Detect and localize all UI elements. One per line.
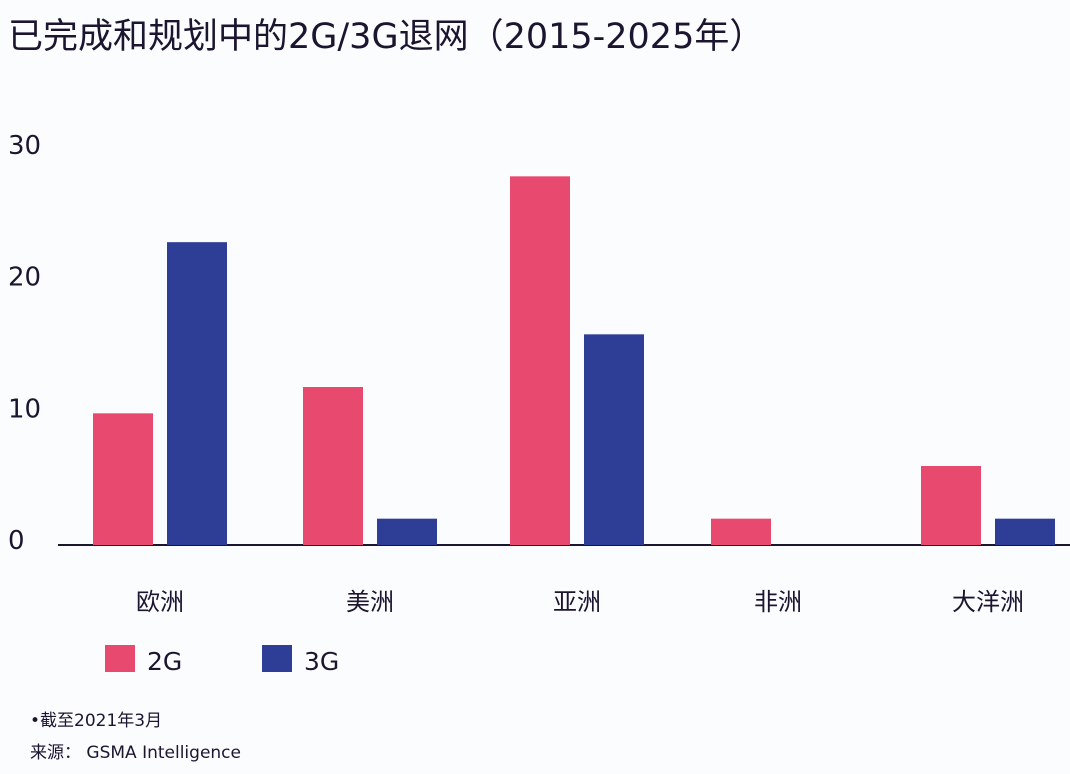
chart-title: 已完成和规划中的2G/3G退网（2015-2025年）	[8, 17, 765, 57]
x-tick-label: 大洋洲	[952, 588, 1024, 616]
source-note: 来源： GSMA Intelligence	[30, 743, 241, 763]
legend-label-2G: 2G	[147, 647, 182, 676]
x-tick-label: 欧洲	[136, 588, 184, 616]
bar-3G-4	[995, 518, 1055, 545]
bar-2G-0	[93, 413, 153, 545]
y-tick-label: 20	[8, 263, 41, 293]
y-tick-label: 0	[8, 526, 25, 556]
bar-2G-3	[711, 518, 771, 545]
bar-3G-2	[584, 334, 644, 545]
legend-label-3G: 3G	[304, 647, 339, 676]
y-tick-label: 30	[8, 131, 41, 161]
bar-2G-2	[510, 176, 570, 546]
y-tick-label: 10	[8, 394, 41, 424]
x-tick-label: 美洲	[346, 588, 394, 616]
legend-swatch-2G	[105, 645, 135, 672]
x-tick-label: 亚洲	[553, 588, 601, 616]
bar-3G-0	[167, 242, 227, 545]
legend-swatch-3G	[262, 645, 292, 672]
footnote: •截至2021年3月	[30, 711, 163, 731]
bar-2G-4	[921, 466, 981, 545]
bar-3G-1	[377, 518, 437, 545]
bar-2G-1	[303, 387, 363, 545]
x-tick-label: 非洲	[754, 588, 802, 616]
